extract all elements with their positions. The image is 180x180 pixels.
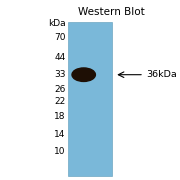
Bar xyxy=(68,22,112,176)
Text: kDa: kDa xyxy=(48,19,66,28)
Text: 44: 44 xyxy=(55,53,66,62)
Ellipse shape xyxy=(72,68,95,81)
Text: 33: 33 xyxy=(54,70,66,79)
Text: 18: 18 xyxy=(54,112,66,121)
Text: 14: 14 xyxy=(54,130,66,139)
Text: 10: 10 xyxy=(54,147,66,156)
Text: 26: 26 xyxy=(54,85,66,94)
Text: 36kDa: 36kDa xyxy=(146,70,177,79)
Text: Western Blot: Western Blot xyxy=(78,7,145,17)
Text: 22: 22 xyxy=(55,97,66,106)
Text: 70: 70 xyxy=(54,33,66,42)
